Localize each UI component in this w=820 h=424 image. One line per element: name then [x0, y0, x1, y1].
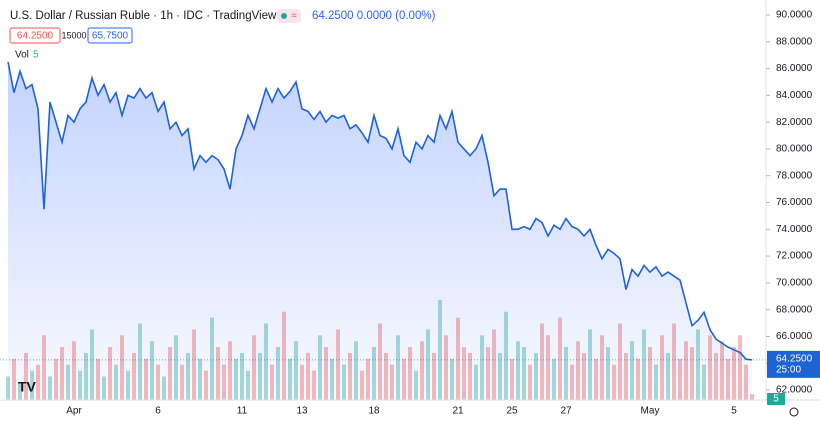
y-tick-label: 76.0000	[776, 197, 813, 208]
y-tick-label: 62.0000	[776, 385, 813, 396]
logo[interactable]: TV	[18, 379, 37, 395]
volume-label: 5	[773, 394, 779, 405]
status-badge[interactable]	[277, 9, 301, 23]
volume-label-box	[767, 393, 785, 405]
vol-value: 5	[33, 50, 39, 61]
plot-layer	[0, 61, 766, 400]
x-tick-label: 5	[731, 406, 737, 417]
bid: 64.2500	[17, 31, 54, 42]
ask-box[interactable]	[87, 27, 133, 44]
x-tick-label: Apr	[66, 406, 82, 417]
x-tick-label: 11	[237, 406, 248, 417]
spread: 15000	[61, 30, 86, 40]
vol-label: Vol	[15, 50, 29, 61]
price-label-box	[767, 350, 820, 378]
y-tick-label: 84.0000	[776, 90, 813, 101]
x-tick-label: 18	[368, 406, 380, 417]
settings-icon[interactable]	[789, 407, 799, 417]
status-icon: ≈	[291, 11, 297, 22]
y-tick-label: 72.0000	[776, 251, 813, 262]
price-label: 64.2500	[776, 354, 813, 365]
bid-box[interactable]	[9, 27, 61, 44]
x-tick-label: 25	[506, 406, 518, 417]
y-tick-label: 74.0000	[776, 224, 813, 235]
y-tick-label: 80.0000	[776, 144, 813, 155]
y-tick-label: 88.0000	[776, 36, 813, 47]
x-tick-label: 27	[560, 406, 572, 417]
y-tick-label: 86.0000	[776, 63, 813, 74]
price-line	[7, 61, 753, 361]
y-tick-label: 82.0000	[776, 117, 813, 128]
status-dot	[281, 13, 287, 19]
quote: 64.2500 0.0000 (0.00%)	[312, 10, 436, 22]
y-tick-label: 66.0000	[776, 331, 813, 342]
ask: 65.7500	[92, 31, 129, 42]
y-tick-label: 70.0000	[776, 277, 813, 288]
y-tick-label: 90.0000	[776, 10, 813, 21]
x-tick-label: 21	[452, 406, 464, 417]
x-tick-label: 6	[155, 406, 161, 417]
y-tick-label: 78.0000	[776, 170, 813, 181]
x-tick-label: May	[641, 406, 660, 417]
symbol-title: U.S. Dollar / Russian Ruble · 1h · IDC ·…	[10, 10, 277, 22]
x-tick-label: 13	[296, 406, 308, 417]
y-tick-label: 68.0000	[776, 304, 813, 315]
countdown: 25:00	[776, 365, 801, 376]
area-fill	[8, 61, 752, 400]
